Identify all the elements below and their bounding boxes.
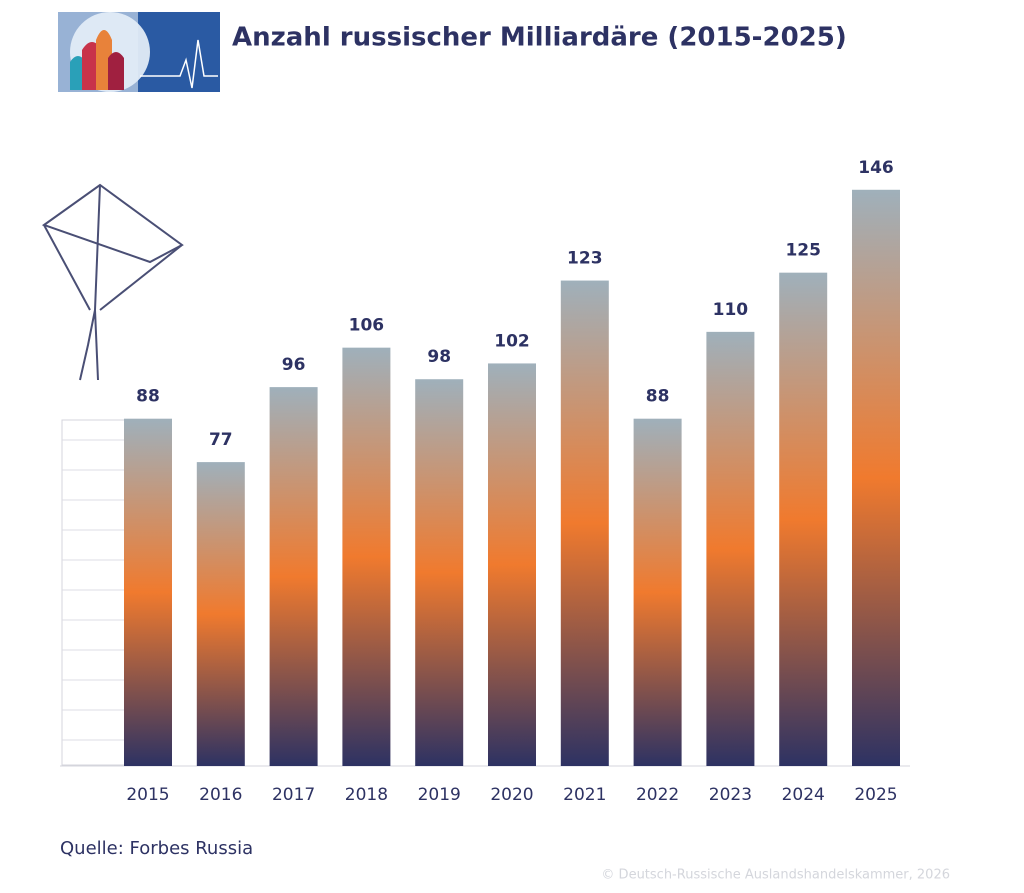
logo: [58, 12, 220, 92]
value-label: 123: [567, 249, 603, 269]
value-label: 146: [858, 158, 894, 178]
bar: [196, 462, 245, 766]
x-tick-label: 2020: [490, 785, 533, 805]
value-label: 96: [282, 355, 306, 375]
x-tick-label: 2016: [199, 785, 242, 805]
value-label: 88: [646, 387, 670, 407]
x-tick-label: 2018: [345, 785, 388, 805]
decoration-stack: [61, 419, 135, 766]
bar: [342, 347, 391, 766]
bar: [269, 387, 318, 766]
decoration-parachute: [41, 183, 184, 381]
source: Quelle: Forbes Russia: [60, 838, 253, 859]
x-tick-label: 2022: [636, 785, 679, 805]
value-label: 98: [427, 347, 451, 367]
bar: [779, 272, 828, 766]
value-label: 125: [785, 241, 821, 261]
x-tick-label: 2025: [854, 785, 897, 805]
value-label: 88: [136, 387, 160, 407]
bar: [560, 280, 609, 766]
bar: [706, 331, 755, 766]
bar: [852, 189, 900, 766]
x-tick-label: 2024: [782, 785, 825, 805]
bar: [415, 379, 464, 766]
chart-title: Anzahl russischer Milliardäre (2015-2025…: [232, 23, 847, 53]
x-tick-label: 2017: [272, 785, 315, 805]
value-label: 77: [209, 430, 233, 450]
x-tick-label: 2019: [418, 785, 461, 805]
x-tick-label: 2023: [709, 785, 752, 805]
bar: [124, 418, 172, 766]
value-label: 106: [349, 316, 385, 336]
value-label: 110: [713, 300, 749, 320]
x-tick-label: 2021: [563, 785, 606, 805]
bar: [633, 418, 682, 766]
x-tick-label: 2015: [126, 785, 169, 805]
copyright: © Deutsch-Russische Auslandshandelskamme…: [601, 868, 950, 883]
bar: [488, 363, 536, 766]
value-label: 102: [494, 331, 530, 351]
